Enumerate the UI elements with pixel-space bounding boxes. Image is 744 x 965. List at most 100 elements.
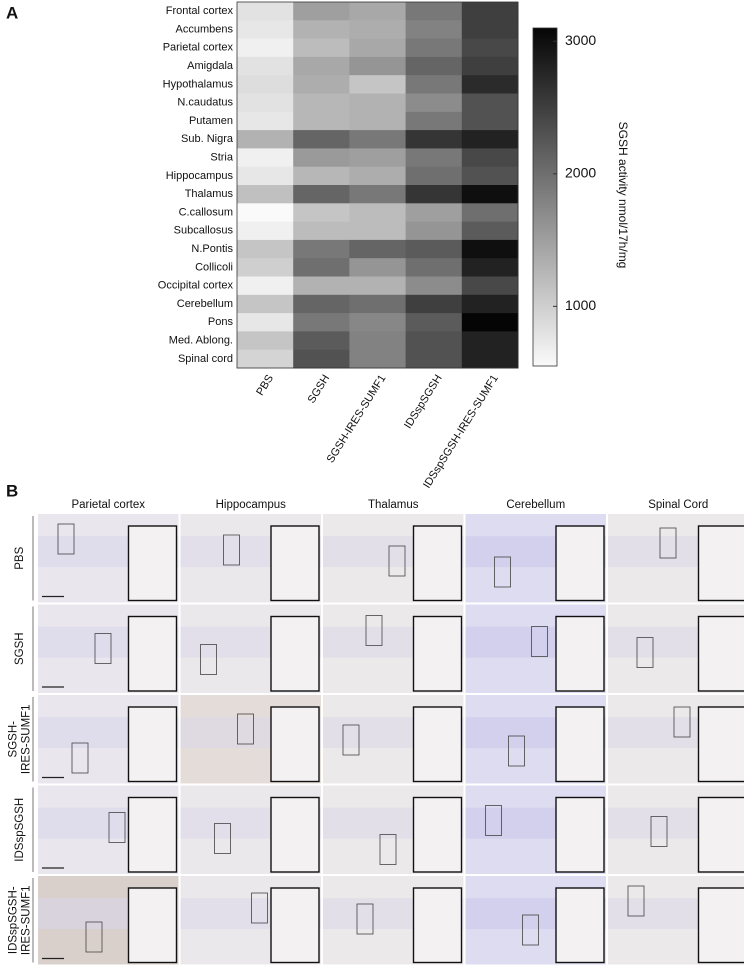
heat-cell: [237, 239, 294, 259]
inset: [127, 525, 178, 602]
heat-cell: [349, 203, 407, 223]
roi-box: [214, 823, 231, 854]
heat-cell: [349, 75, 407, 94]
heat-cell: [405, 203, 463, 223]
row-label: Med. Ablong.: [169, 334, 233, 346]
heat-cell: [237, 93, 294, 113]
heat-cell: [349, 221, 407, 241]
row-label: SGSH: [14, 632, 26, 665]
heat-cell: [349, 93, 407, 113]
colorbar-tick-label: 1000: [565, 297, 596, 313]
heat-cell: [405, 313, 463, 332]
inset: [270, 706, 320, 783]
inset: [270, 796, 320, 873]
roi-box: [494, 556, 511, 588]
inset: [697, 796, 744, 873]
heat-cell: [293, 185, 350, 204]
heat-cell: [349, 349, 407, 369]
row-label: Spinal cord: [178, 353, 233, 365]
colorbar: [532, 27, 558, 367]
heat-cell: [405, 111, 463, 131]
heat-cell: [293, 75, 350, 94]
inset: [555, 525, 605, 602]
heat-cell: [461, 75, 519, 94]
heat-cell: [461, 239, 519, 259]
heat-cell: [461, 185, 519, 204]
inset: [555, 615, 605, 692]
inset: [412, 796, 463, 873]
heat-cell: [349, 38, 407, 58]
row-label: Amigdala: [187, 60, 234, 72]
roi-box: [94, 633, 112, 664]
heat-cell: [293, 203, 350, 223]
roi-box: [356, 903, 374, 935]
heat-cell: [405, 38, 463, 58]
heat-cell: [405, 258, 463, 277]
heat-cell: [461, 148, 519, 168]
column-label: PBS: [254, 373, 276, 398]
heat-cell: [405, 20, 463, 40]
heat-cell: [405, 221, 463, 241]
roi-box: [636, 637, 654, 668]
heat-cell: [237, 221, 294, 241]
heat-cell: [461, 331, 519, 351]
row-label: IDSspSGSH: [14, 798, 26, 862]
heat-cell: [237, 185, 294, 204]
roi-box: [508, 735, 525, 767]
column-label: SGSH-IRES-SUMF1: [325, 373, 389, 465]
heat-cell: [405, 331, 463, 351]
heat-cell: [293, 331, 350, 351]
heat-cell: [461, 38, 519, 58]
heat-cell: [405, 2, 463, 21]
heat-cell: [349, 20, 407, 40]
inset: [127, 615, 178, 692]
heat-cell: [405, 349, 463, 369]
row-label: Subcallosus: [174, 225, 234, 237]
roi-box: [108, 812, 126, 843]
row-label: Thalamus: [185, 188, 234, 200]
roi-box: [223, 534, 240, 566]
column-label: IDSspSGSH: [402, 373, 445, 431]
heat-cell: [349, 111, 407, 131]
row-label: Cerebellum: [177, 298, 233, 310]
heat-cell: [349, 2, 407, 21]
heat-cell: [349, 56, 407, 76]
row-label: Occipital cortex: [158, 280, 234, 292]
heat-cell: [349, 331, 407, 351]
inset: [270, 525, 320, 602]
heat-cell: [237, 130, 294, 149]
roi-box: [342, 724, 360, 756]
heat-cell: [405, 166, 463, 186]
row-label: SGSH-: [8, 721, 20, 758]
column-label: SGSH: [306, 373, 333, 406]
roi-box: [388, 545, 406, 577]
heat-cell: [293, 294, 350, 314]
heat-cell: [237, 313, 294, 332]
row-label: Stria: [210, 151, 234, 163]
row-label: N.Pontis: [191, 243, 233, 255]
heat-cell: [237, 349, 294, 369]
heat-cell: [461, 111, 519, 131]
row-label: Collicoli: [195, 261, 233, 273]
heat-cell: [293, 130, 350, 149]
roi-box: [379, 834, 397, 865]
inset: [412, 525, 463, 602]
roi-box: [71, 742, 89, 774]
inset: [412, 615, 463, 692]
heat-cell: [293, 349, 350, 369]
panel-label: B: [6, 481, 18, 500]
roi-box: [522, 914, 539, 946]
column-header: Spinal Cord: [648, 499, 708, 511]
row-label: Putamen: [189, 115, 233, 127]
row-label: IRES-SUMF1: [21, 885, 33, 955]
heat-cell: [293, 2, 350, 21]
inset: [412, 706, 463, 783]
heat-cell: [293, 148, 350, 168]
heat-cell: [349, 148, 407, 168]
roi-box: [251, 892, 268, 924]
heat-cell: [237, 331, 294, 351]
heat-cell: [293, 166, 350, 186]
inset: [127, 887, 178, 964]
roi-box: [57, 523, 75, 555]
